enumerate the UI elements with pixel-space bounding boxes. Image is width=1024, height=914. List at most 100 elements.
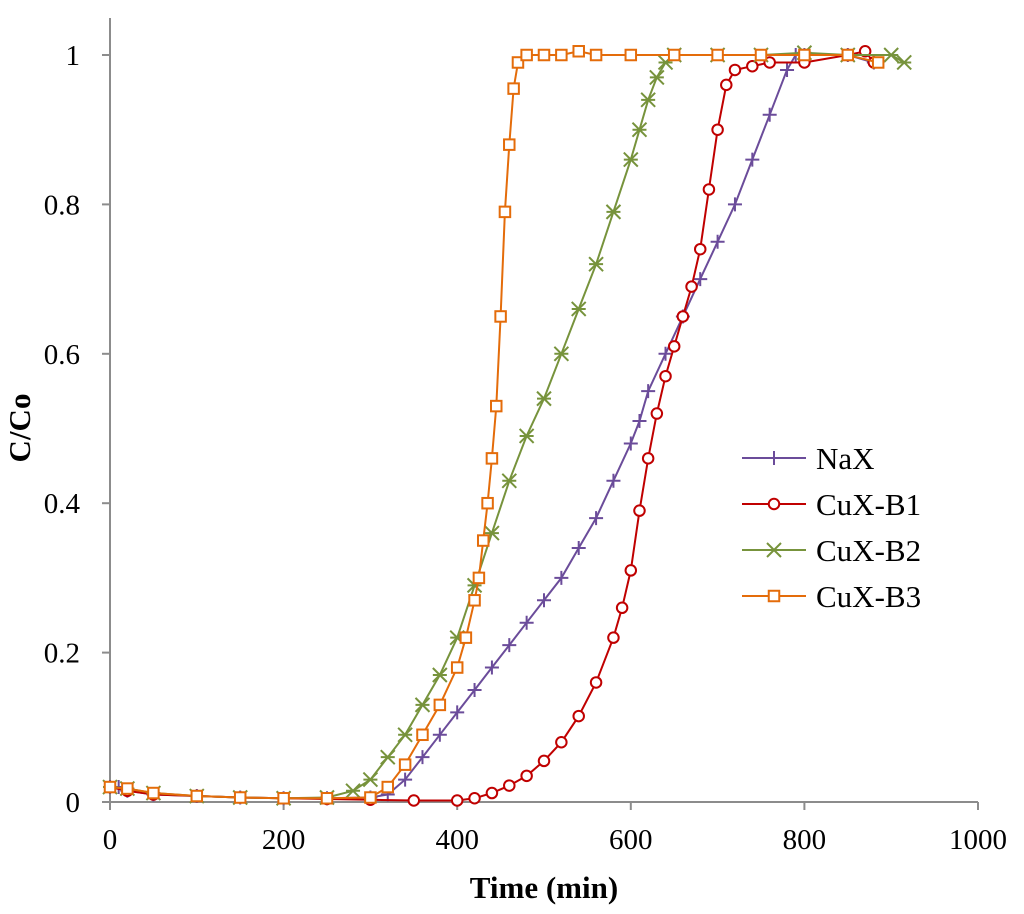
series-cux-b1 — [103, 45, 881, 807]
data-point — [472, 571, 486, 585]
legend-label: NaX — [816, 441, 875, 476]
data-point — [103, 780, 117, 794]
data-point — [519, 615, 534, 630]
data-point — [624, 48, 638, 62]
data-point — [450, 794, 464, 807]
data-point — [676, 310, 690, 323]
data-point — [432, 667, 448, 683]
axes — [109, 18, 978, 803]
data-point — [537, 48, 551, 62]
data-point — [190, 789, 204, 803]
y-tick-label: 0.8 — [44, 189, 80, 221]
data-point — [720, 78, 733, 92]
data-point — [607, 631, 620, 644]
x-tick-label: 400 — [435, 824, 479, 856]
y-tick-label: 0.2 — [44, 638, 80, 670]
data-point — [537, 754, 551, 768]
data-point — [640, 92, 656, 108]
data-point — [233, 791, 247, 804]
data-point — [398, 772, 413, 787]
legend-label: CuX-B1 — [816, 487, 921, 522]
data-point — [345, 783, 361, 799]
data-point — [667, 340, 681, 353]
data-point — [728, 63, 742, 77]
data-point — [503, 779, 516, 792]
legend-marker — [767, 497, 781, 511]
data-point — [883, 47, 899, 63]
data-point — [277, 792, 290, 805]
data-point — [484, 660, 499, 675]
legend-label: CuX-B3 — [816, 579, 921, 614]
data-point — [711, 123, 724, 136]
x-tick-label: 600 — [609, 824, 653, 856]
data-point — [896, 54, 912, 71]
series-cux-b3 — [103, 45, 885, 805]
data-point — [589, 48, 603, 62]
legend-entry: CuX-B2 — [742, 533, 921, 568]
data-point — [501, 473, 517, 489]
legend-marker — [766, 542, 782, 558]
data-point — [589, 676, 603, 689]
data-point — [415, 750, 430, 765]
data-point — [481, 496, 494, 510]
y-tick-label: 0.6 — [44, 339, 80, 371]
data-point — [503, 138, 516, 151]
data-point — [536, 390, 552, 407]
data-point — [641, 384, 656, 399]
data-point — [397, 727, 413, 743]
data-point — [511, 56, 525, 69]
series-line — [109, 50, 875, 802]
data-point — [858, 45, 872, 58]
data-point — [746, 59, 759, 73]
data-point — [450, 661, 464, 674]
legend-entry: NaX — [742, 441, 875, 476]
data-point — [476, 534, 490, 547]
data-point — [555, 735, 568, 749]
y-tick-label: 0 — [66, 787, 81, 819]
data-point — [554, 570, 569, 585]
data-point — [623, 436, 638, 451]
data-point — [320, 792, 334, 805]
data-point — [553, 346, 570, 362]
data-point — [537, 593, 551, 608]
data-point — [467, 682, 482, 697]
legend-entry: CuX-B1 — [742, 487, 921, 522]
data-point — [754, 48, 768, 62]
data-point — [485, 786, 499, 800]
data-point — [711, 48, 724, 62]
data-point — [659, 369, 672, 383]
data-point — [147, 786, 160, 800]
y-tick-label: 0.4 — [44, 488, 81, 520]
x-axis-title: Time (min) — [470, 870, 618, 905]
x-tick-label: 800 — [783, 824, 827, 856]
data-point — [571, 301, 587, 317]
data-point — [520, 769, 533, 783]
data-point — [572, 45, 585, 58]
data-point — [667, 48, 681, 62]
data-point — [450, 705, 465, 720]
data-point — [631, 121, 648, 138]
data-point — [468, 594, 481, 607]
data-point — [459, 631, 473, 644]
data-point — [414, 697, 431, 713]
data-point — [658, 346, 673, 361]
legend-label: CuX-B2 — [816, 533, 921, 568]
data-point — [380, 749, 396, 765]
data-point — [685, 280, 698, 293]
data-point — [502, 638, 517, 653]
data-point — [649, 69, 665, 86]
data-point — [693, 242, 707, 256]
data-point — [702, 183, 716, 196]
data-point — [762, 107, 777, 122]
data-point — [507, 82, 520, 95]
data-point — [498, 205, 512, 219]
data-point — [121, 782, 134, 795]
data-point — [605, 204, 622, 220]
series-cux-b2 — [102, 45, 912, 806]
data-point — [871, 56, 885, 69]
data-point — [710, 234, 725, 249]
data-point — [641, 452, 655, 465]
x-tick-label: 0 — [103, 824, 118, 856]
